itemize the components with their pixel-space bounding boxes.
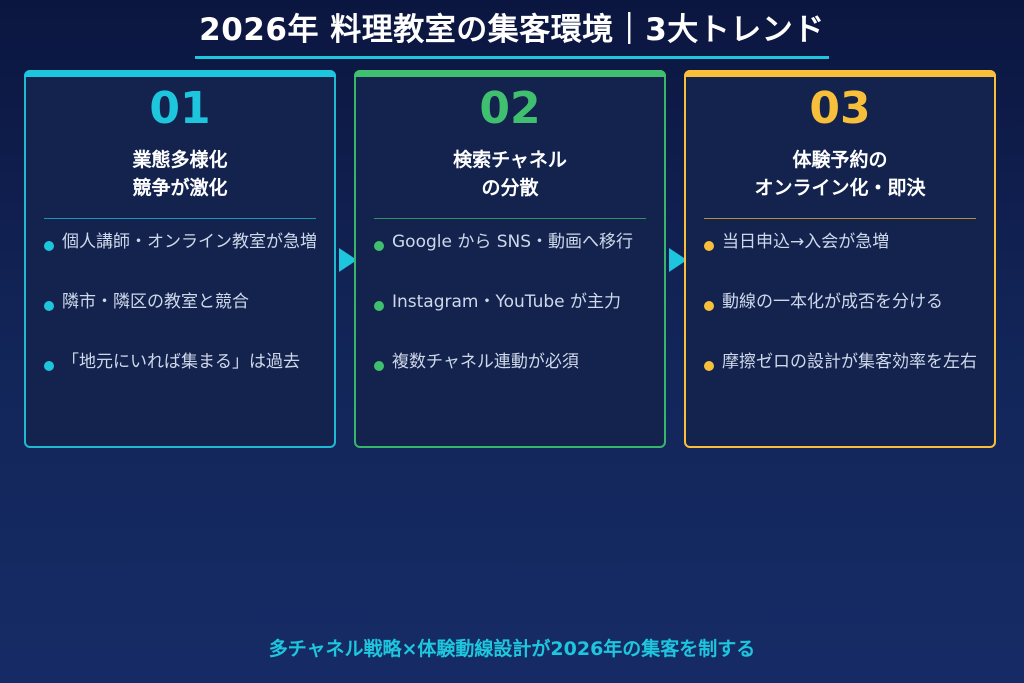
card-divider: [704, 218, 976, 219]
list-item: 当日申込→入会が急増: [704, 230, 990, 290]
list-item: Instagram・YouTube が主力: [374, 290, 660, 350]
list-item-text: Instagram・YouTube が主力: [392, 292, 622, 312]
card-divider: [374, 218, 646, 219]
title-container: 2026年 料理教室の集客環境｜3大トレンド: [0, 8, 1024, 59]
arrow-right-icon: [669, 248, 687, 272]
bullet-dot-icon: [44, 301, 54, 311]
arrow-right-icon: [339, 248, 357, 272]
bullet-dot-icon: [704, 241, 714, 251]
list-item: 個人講師・オンライン教室が急増: [44, 230, 330, 290]
list-item: 隣市・隣区の教室と競合: [44, 290, 330, 350]
list-item-text: 当日申込→入会が急増: [722, 232, 890, 252]
list-item-text: 複数チャネル連動が必須: [392, 352, 579, 372]
card-heading-line2: の分散: [481, 177, 539, 199]
card-heading-line1: 業態多様化: [132, 149, 228, 171]
page-title: 2026年 料理教室の集客環境｜3大トレンド: [195, 8, 829, 59]
card-number: 01: [149, 83, 211, 134]
list-item-text: 「地元にいれば集まる」は過去: [62, 352, 300, 372]
list-item: Google から SNS・動画へ移行: [374, 230, 660, 290]
bullet-dot-icon: [374, 361, 384, 371]
footer-message: 多チャネル戦略×体験動線設計が2026年の集客を制する: [268, 638, 756, 660]
card-heading-line1: 検索チャネル: [453, 149, 567, 171]
card-heading-line2: オンライン化・即決: [754, 177, 926, 199]
card-number: 03: [809, 83, 871, 134]
card-heading-line1: 体験予約の: [792, 149, 888, 171]
card-heading: 検索チャネル の分散: [356, 146, 664, 202]
trend-card-3: 03 体験予約の オンライン化・即決 当日申込→入会が急増 動線の一本化が成否を…: [684, 70, 996, 448]
list-item-text: 隣市・隣区の教室と競合: [62, 292, 249, 312]
card-accent-bar: [354, 70, 666, 77]
list-item: 「地元にいれば集まる」は過去: [44, 350, 330, 410]
list-item: 摩擦ゼロの設計が集客効率を左右: [704, 350, 990, 410]
list-item: 複数チャネル連動が必須: [374, 350, 660, 410]
card-heading: 体験予約の オンライン化・即決: [686, 146, 994, 202]
bullet-dot-icon: [704, 361, 714, 371]
trend-card-2: 02 検索チャネル の分散 Google から SNS・動画へ移行 Instag…: [354, 70, 666, 448]
card-heading: 業態多様化 競争が激化: [26, 146, 334, 202]
list-item-text: 摩擦ゼロの設計が集客効率を左右: [722, 352, 977, 372]
card-accent-bar: [684, 70, 996, 77]
card-bullet-list: 当日申込→入会が急増 動線の一本化が成否を分ける 摩擦ゼロの設計が集客効率を左右: [704, 230, 990, 410]
list-item-text: 動線の一本化が成否を分ける: [722, 292, 943, 312]
card-bullet-list: Google から SNS・動画へ移行 Instagram・YouTube が主…: [374, 230, 660, 410]
card-bullet-list: 個人講師・オンライン教室が急増 隣市・隣区の教室と競合 「地元にいれば集まる」は…: [44, 230, 330, 410]
card-heading-line2: 競争が激化: [132, 177, 228, 199]
trend-card-1: 01 業態多様化 競争が激化 個人講師・オンライン教室が急増 隣市・隣区の教室と…: [24, 70, 336, 448]
card-number: 02: [479, 83, 541, 134]
bullet-dot-icon: [374, 241, 384, 251]
bullet-dot-icon: [44, 361, 54, 371]
bullet-dot-icon: [374, 301, 384, 311]
card-accent-bar: [24, 70, 336, 77]
bullet-dot-icon: [44, 241, 54, 251]
list-item: 動線の一本化が成否を分ける: [704, 290, 990, 350]
list-item-text: 個人講師・オンライン教室が急増: [62, 232, 317, 252]
list-item-text: Google から SNS・動画へ移行: [392, 232, 634, 252]
card-divider: [44, 218, 316, 219]
bullet-dot-icon: [704, 301, 714, 311]
